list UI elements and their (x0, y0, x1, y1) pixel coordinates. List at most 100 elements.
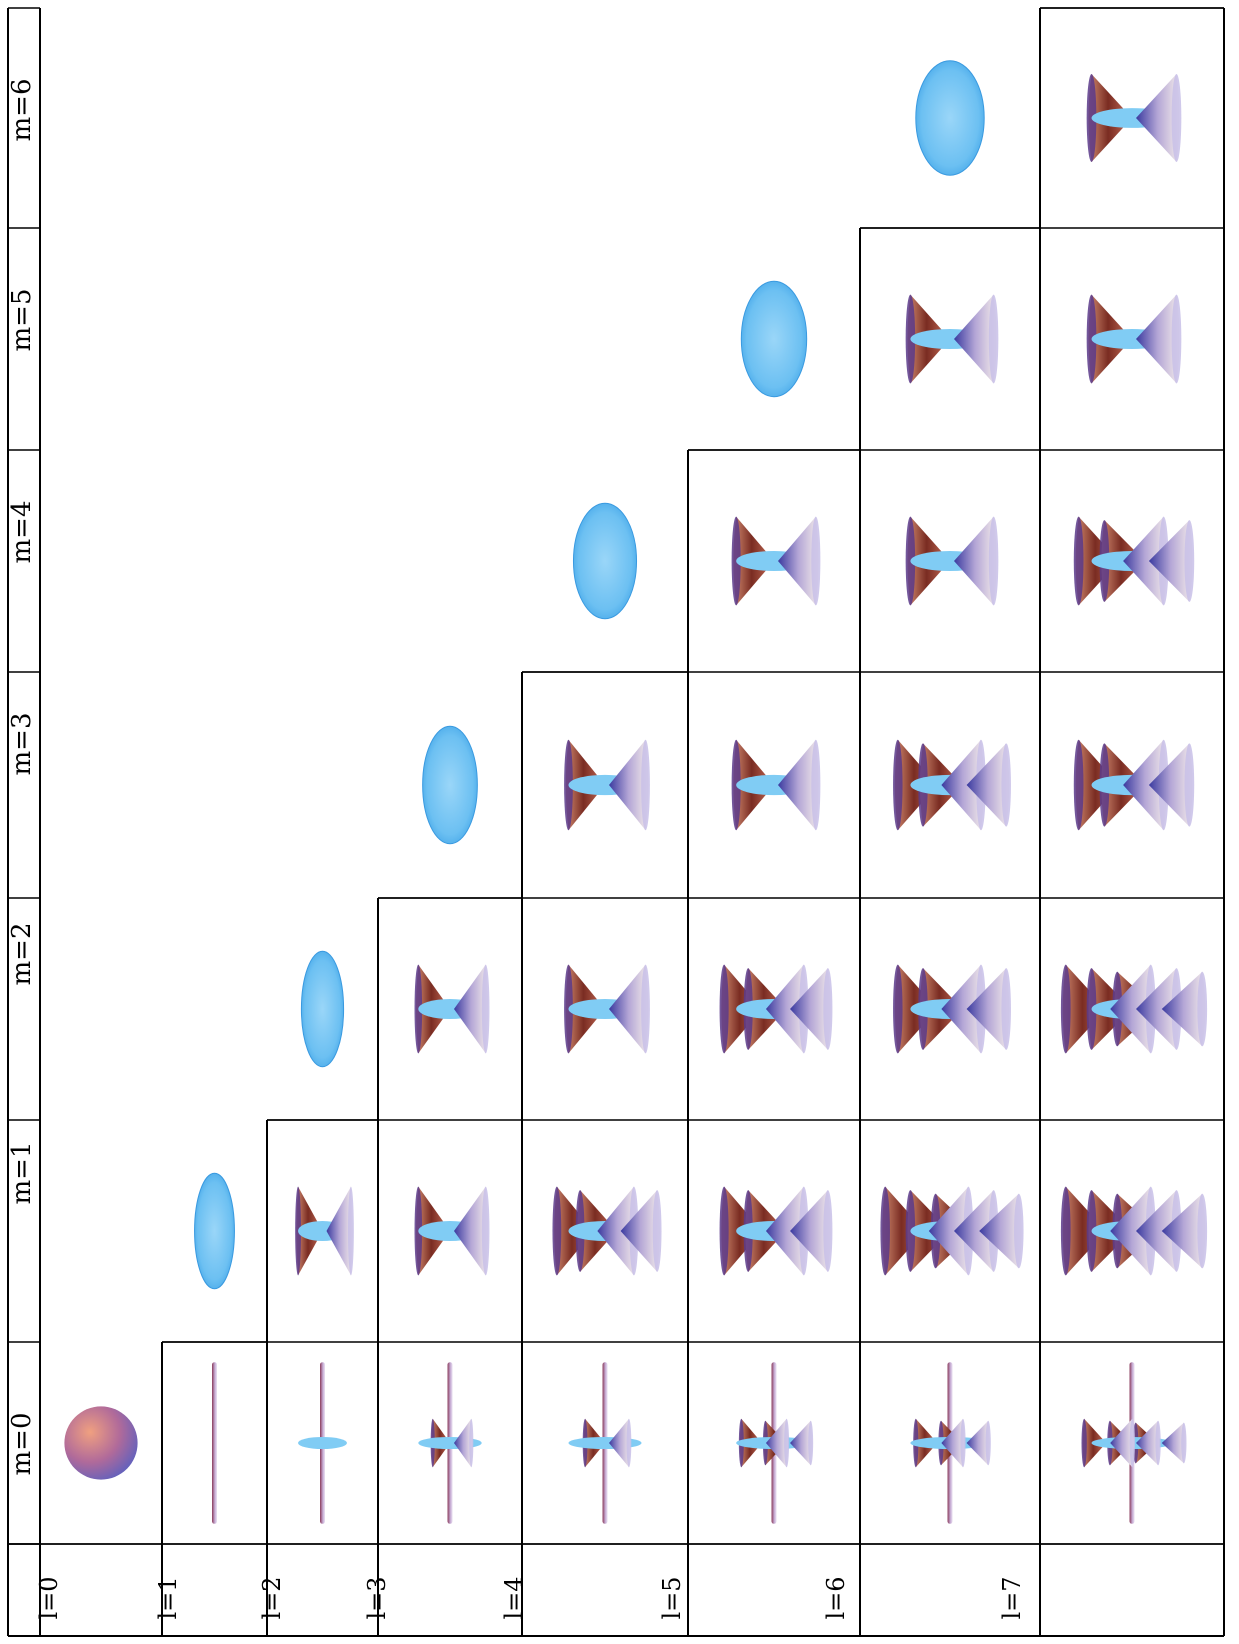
orbital-lobe-lower-rim (811, 516, 821, 606)
orbital-lobe-lower-rim (960, 1418, 966, 1468)
col-header-m5: m=5 (7, 289, 37, 352)
orbital-lobe-lower (1136, 74, 1180, 162)
orbital-surfaces (64, 60, 1208, 1524)
orbital-lobe-upper-rim (564, 739, 573, 831)
orbital-lobe-lower-rim (1171, 294, 1182, 384)
orbital-lobe-lower (1161, 1422, 1186, 1464)
orbital-cell-l3-m1 (414, 1186, 490, 1276)
orbital-lobe-lower-rim (347, 1186, 354, 1276)
orbital-lobe-upper-rim (1081, 1418, 1087, 1468)
orbital-cell-l3-m0 (418, 1362, 482, 1524)
orbital-lobe-lower-rim (1184, 520, 1195, 602)
orbital-cell-l7-m0 (1081, 1362, 1187, 1524)
orbital-lobe-lower (954, 516, 997, 606)
orbital-cell-l7-m1 (1060, 1186, 1208, 1276)
orbital-lobe-lower (790, 1190, 831, 1272)
orbital-lobe-upper (882, 1186, 925, 1276)
row-header-l3: l=3 (363, 1576, 391, 1619)
orbital-lobe-lower-rim (823, 1190, 833, 1272)
orbital-cell-l7-m6 (1086, 74, 1182, 162)
orbital-lobe-lower (1161, 1193, 1206, 1269)
col-header-m6: m=6 (7, 79, 37, 142)
orbital-lobe-lower (1110, 1418, 1134, 1468)
orbital-cell-l2-m1 (295, 1186, 354, 1276)
orbital-lobe-lower (941, 739, 984, 831)
orbital-lobe-lower (966, 1420, 990, 1466)
orbital-lobe-lower (1123, 739, 1167, 831)
orbital-cell-l1-m1 (194, 1172, 235, 1290)
orbital-lobe-lower (454, 1186, 489, 1276)
orbital-lobe-lower (1161, 971, 1206, 1047)
orbital-lobe-lower-rim (469, 1418, 474, 1468)
row-header-l6: l=6 (822, 1576, 850, 1619)
orbital-nodal-disk (298, 1436, 347, 1450)
orbital-lobe-lower-rim (1197, 1193, 1208, 1269)
orbital-cell-l7-m4 (1073, 516, 1195, 606)
orbital-lobe-lower (941, 964, 984, 1054)
orbital-axis-needle (212, 1362, 217, 1524)
orbital-lobe-upper-rim (719, 1186, 729, 1276)
orbital-cell-l5-m5 (740, 280, 808, 398)
orbital-lobe-lower-rim (985, 1420, 991, 1466)
orbital-lobe-lower (979, 1193, 1022, 1269)
orbital-cell-l7-m5 (1086, 294, 1182, 384)
orbital-lobe-lower (928, 1186, 972, 1276)
orbital-lobe-lower (1136, 294, 1180, 384)
orbital-lobe-lower-rim (808, 1420, 814, 1466)
orbital-cell-l4-m4 (572, 502, 638, 620)
orbital-lobe-lower (620, 1190, 660, 1272)
orbital-cell-l7-m2 (1060, 964, 1208, 1054)
orbital-lobe-upper-rim (893, 739, 903, 831)
column-headers: m=0 m=1 m=2 m=3 m=4 m=5 m=6 (7, 79, 37, 1476)
orbital-lobe-lower (790, 1420, 813, 1466)
orbital-lobe-lower (765, 964, 807, 1054)
orbital-cell-l6-m6 (915, 60, 985, 176)
orbital-cell-l6-m1 (880, 1186, 1024, 1276)
orbital-lobe-lower-rim (1155, 1420, 1161, 1466)
table-grid (7, 7, 1225, 1637)
orbital-lobe-upper-rim (1060, 1186, 1071, 1276)
orbital-lobe-lower (1148, 520, 1193, 602)
orbital-cell-l5-m0 (736, 1362, 814, 1524)
orbital-lobe-upper-rim (1073, 739, 1084, 831)
orbital-cell-l6-m3 (893, 739, 1011, 831)
row-header-l2: l=2 (258, 1576, 286, 1619)
orbital-lobe-upper-rim (880, 1186, 890, 1276)
orbital-ellipsoid (422, 725, 478, 845)
orbital-lobe-lower-rim (823, 968, 833, 1050)
col-header-m4: m=4 (7, 501, 37, 564)
orbital-lobe-lower (954, 294, 997, 384)
orbital-lobe-lower (609, 739, 649, 831)
orbital-lobe-upper (1062, 1186, 1107, 1276)
orbital-lobe-lower (954, 1190, 997, 1272)
orbital-lobe-lower (765, 1418, 789, 1468)
orbital-lobe-lower-rim (1181, 1422, 1187, 1464)
orbital-cell-l6-m5 (905, 294, 999, 384)
orbital-ellipsoid (740, 280, 808, 398)
orbital-lobe-lower (966, 968, 1010, 1050)
orbital-lobe-lower-rim (641, 964, 650, 1054)
orbital-lobe-lower (609, 1418, 631, 1468)
orbital-lobe-lower-rim (1171, 74, 1182, 162)
orbital-lobe-lower-rim (988, 294, 999, 384)
orbital-ellipsoid (915, 60, 985, 176)
orbital-lobe-lower-rim (1001, 968, 1011, 1050)
orbital-cell-l6-m0 (910, 1362, 991, 1524)
orbital-cell-l4-m1 (552, 1186, 662, 1276)
orbital-cell-l5-m1 (719, 1186, 833, 1276)
orbital-lobe-upper-rim (552, 1186, 562, 1276)
orbital-cell-l6-m4 (905, 516, 999, 606)
orbital-lobe-lower (609, 964, 649, 1054)
col-header-m0: m=0 (7, 1413, 37, 1476)
orbital-lobe-lower (966, 743, 1010, 827)
orbital-lobe-lower-rim (1014, 1193, 1024, 1269)
orbital-lobe-lower (778, 516, 819, 606)
orbital-lobe-upper-rim (893, 964, 903, 1054)
orbital-cell-l3-m3 (422, 725, 478, 845)
orbital-cell-l4-m0 (568, 1362, 642, 1524)
orbital-lobe-lower (1110, 1186, 1154, 1276)
orbital-lobe-lower (1123, 516, 1167, 606)
orbital-lobe-lower-rim (641, 739, 650, 831)
col-header-m2: m=2 (7, 923, 37, 986)
